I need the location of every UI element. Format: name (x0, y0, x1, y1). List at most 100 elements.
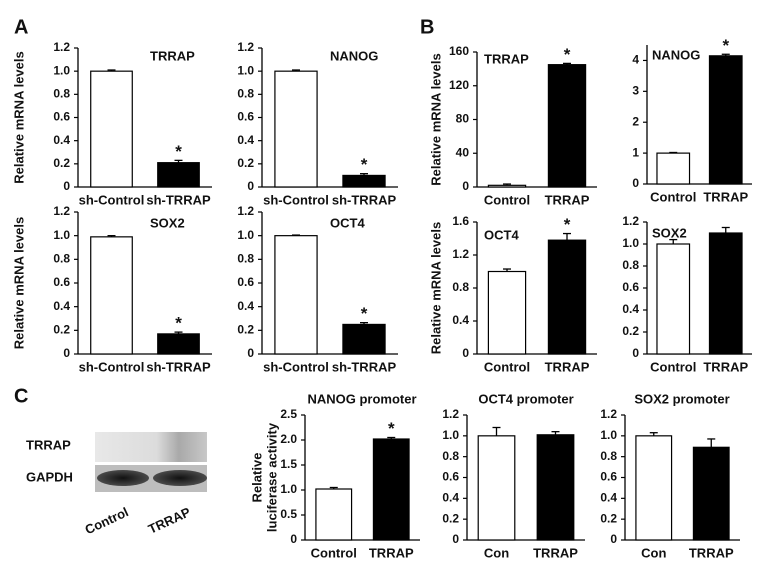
y-tick-label: 0.4 (622, 302, 639, 316)
y-tick-label: 1.0 (280, 482, 297, 496)
error-bar (492, 426, 501, 436)
x-tick-label: Control (484, 359, 530, 374)
y-tick-label: 0 (63, 346, 70, 360)
bar (90, 70, 133, 188)
x-tick-label: sh-Control (79, 359, 145, 374)
error-bar (387, 436, 396, 439)
x-tick-label: Control (650, 189, 696, 204)
x-tick-label: sh-TRRAP (332, 359, 397, 374)
error-bar (551, 431, 560, 435)
y-tick-label: 0 (632, 176, 639, 190)
y-tick-label: 1.5 (280, 457, 297, 471)
blot-row-label: GAPDH (26, 469, 73, 484)
error-bar (292, 69, 300, 72)
y-tick-label: 40 (456, 145, 470, 159)
chart-title: NANOG promoter (307, 391, 416, 406)
y-tick-label: 0.4 (237, 299, 254, 313)
error-bar (649, 432, 658, 436)
y-tick-label: 0 (290, 532, 297, 546)
bar (274, 235, 318, 355)
significance-mark: * (361, 304, 368, 323)
bar (274, 70, 318, 188)
y-axis-label: Relative mRNA levels (428, 222, 443, 354)
y-tick-label: 1.0 (622, 236, 639, 250)
y-tick-label: 1.0 (237, 63, 254, 77)
error-bar (107, 69, 116, 72)
blot-lane-label: TRRAP (146, 504, 193, 537)
bar (635, 435, 673, 541)
x-tick-label: Con (641, 545, 666, 560)
error-bar (360, 321, 368, 325)
x-tick-label: TRRAP (703, 359, 748, 374)
y-tick-label: 2.0 (280, 432, 297, 446)
bar (708, 232, 743, 355)
y-tick-label: 120 (449, 78, 469, 92)
y-tick-label: 1.0 (53, 228, 70, 242)
y-tick-label: 0.6 (53, 275, 70, 289)
error-bar (329, 486, 338, 489)
x-tick-label: TRRAP (689, 545, 734, 560)
y-tick-label: 0.4 (237, 133, 254, 147)
significance-mark: * (175, 314, 182, 333)
x-tick-label: Control (650, 359, 696, 374)
y-tick-label: 0.4 (53, 299, 70, 313)
y-tick-label: 0.2 (237, 156, 254, 170)
y-tick-label: 0 (247, 346, 254, 360)
y-tick-label: 1.2 (452, 247, 469, 261)
chart-title: SOX2 (150, 215, 185, 230)
x-tick-label: sh-TRRAP (146, 192, 211, 207)
y-tick-label: 1.0 (442, 428, 459, 442)
y-tick-label: 2.5 (280, 407, 297, 421)
y-tick-label: 0.4 (53, 133, 70, 147)
y-tick-label: 0.4 (452, 313, 469, 327)
bar (372, 438, 410, 541)
error-bar (503, 268, 511, 272)
y-tick-label: 1.2 (442, 407, 459, 421)
y-tick-label: 1.2 (53, 40, 70, 54)
significance-mark: * (564, 215, 571, 234)
error-bar (107, 235, 116, 237)
blot-row-label: TRRAP (26, 437, 71, 452)
error-bar (669, 238, 678, 244)
y-tick-label: 1.0 (237, 228, 254, 242)
x-tick-label: sh-TRRAP (332, 192, 397, 207)
y-tick-label: 0.8 (622, 258, 639, 272)
x-tick-label: Con (484, 545, 509, 560)
y-tick-label: 3 (632, 84, 639, 98)
y-tick-label: 80 (456, 112, 470, 126)
error-bar (292, 234, 300, 236)
blot-band (97, 470, 149, 486)
bar (157, 162, 200, 188)
bar (90, 236, 133, 355)
bar (487, 184, 527, 188)
y-tick-label: 1.2 (237, 40, 254, 54)
y-tick-label: 0.2 (622, 324, 639, 338)
y-tick-label: 0.2 (442, 511, 459, 525)
x-tick-label: sh-Control (263, 359, 329, 374)
y-tick-label: 0 (452, 532, 459, 546)
error-bar (503, 183, 511, 186)
bar (342, 174, 386, 188)
y-tick-label: 160 (449, 44, 469, 58)
y-axis-label: Relative mRNA levels (428, 53, 443, 185)
y-tick-label: 0.6 (237, 275, 254, 289)
y-tick-label: 0.8 (237, 252, 254, 266)
y-axis-label: luciferase activity (264, 422, 279, 532)
y-tick-label: 0.6 (442, 470, 459, 484)
y-tick-label: 0.8 (53, 87, 70, 101)
y-axis-label: Relative mRNA levels (11, 51, 26, 183)
y-tick-label: 0.8 (53, 252, 70, 266)
y-tick-label: 1 (632, 145, 639, 159)
y-tick-label: 0.6 (53, 110, 70, 124)
error-bar (721, 53, 730, 56)
chart-title: SOX2 promoter (634, 391, 729, 406)
y-tick-label: 0.6 (622, 280, 639, 294)
x-tick-label: sh-TRRAP (146, 359, 211, 374)
y-tick-label: 0 (632, 346, 639, 360)
x-tick-label: TRRAP (703, 189, 748, 204)
chart-title: OCT4 (484, 227, 519, 242)
panel-label: B (420, 16, 434, 38)
chart-title: NANOG (330, 48, 378, 63)
y-tick-label: 0.8 (237, 87, 254, 101)
